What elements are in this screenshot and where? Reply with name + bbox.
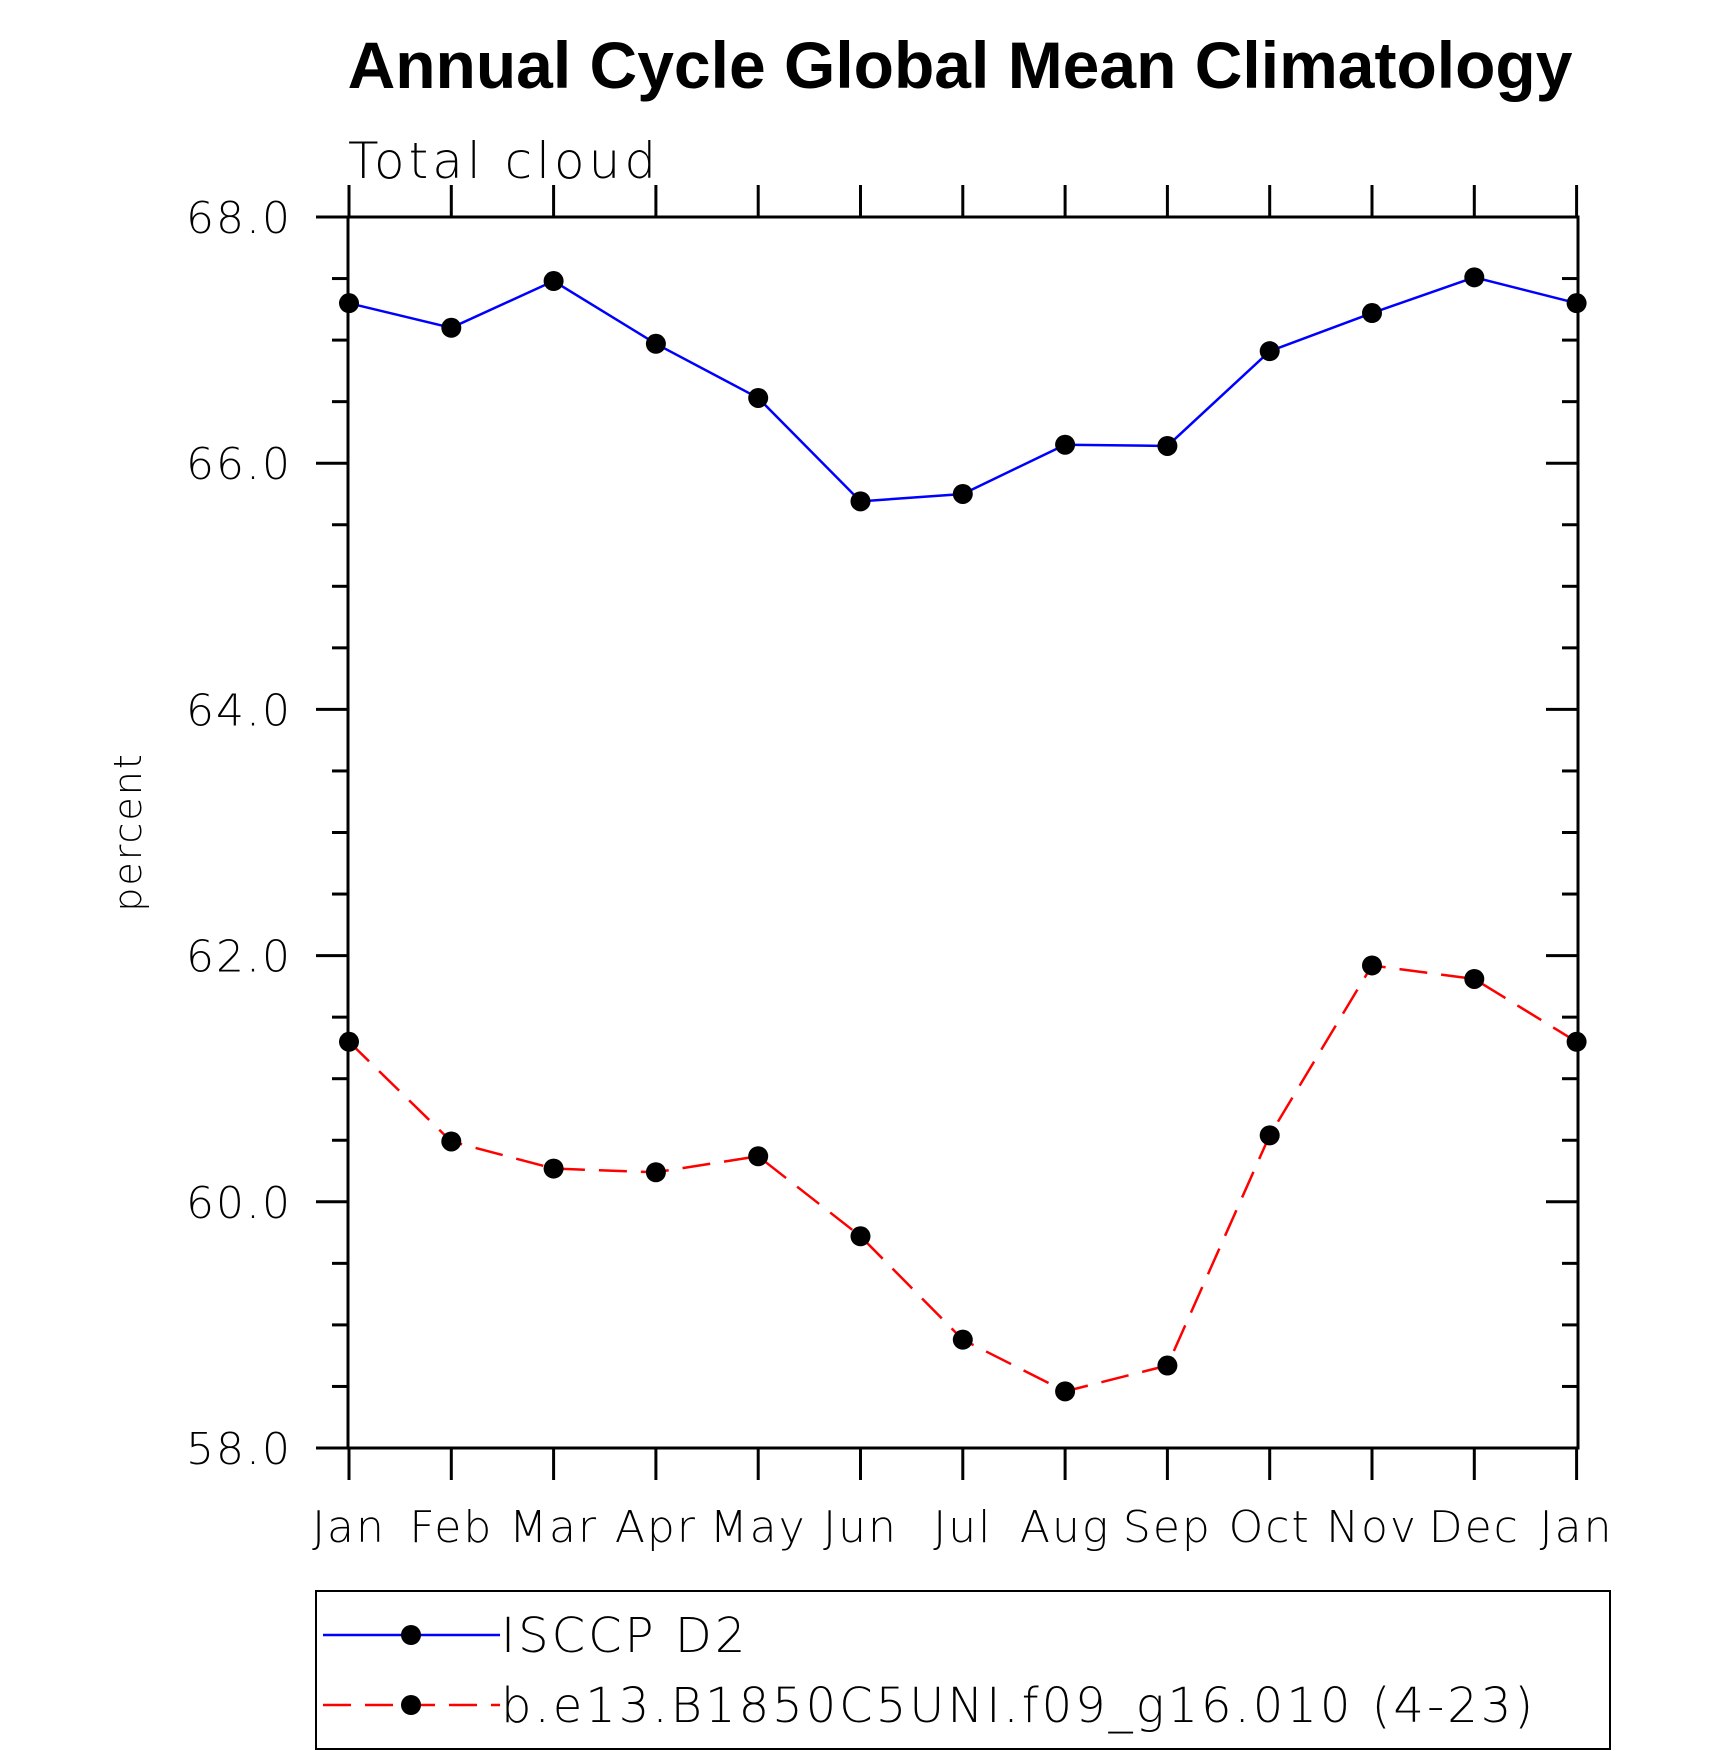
series-1-point xyxy=(1566,1031,1587,1052)
series-1-point xyxy=(952,1329,973,1350)
series-0-point xyxy=(1362,303,1382,324)
series-1-point xyxy=(1362,955,1382,976)
x-tick-label: Dec xyxy=(1429,1502,1520,1553)
y-tick-label: 62.0 xyxy=(186,932,292,983)
y-tick-label: 64.0 xyxy=(186,685,292,736)
y-axis-label: percent xyxy=(106,752,150,912)
series-0-point xyxy=(1566,293,1587,314)
series-line-1 xyxy=(348,964,1578,1393)
x-tick-label: Jul xyxy=(933,1502,992,1553)
series-1-point xyxy=(850,1226,871,1247)
y-tick-label: 60.0 xyxy=(186,1178,292,1229)
series-1-point xyxy=(1157,1355,1178,1376)
legend-marker-1 xyxy=(401,1695,421,1715)
legend-label-0: ISCCP D2 xyxy=(501,1608,748,1664)
legend-frame xyxy=(315,1590,1611,1750)
series-0-point xyxy=(645,333,666,354)
series-0-point xyxy=(1259,341,1280,362)
chart-subtitle: Total cloud xyxy=(348,132,660,190)
series-layer xyxy=(339,267,1587,1402)
x-tick-label: Sep xyxy=(1123,1502,1212,1553)
series-1-point xyxy=(645,1162,666,1183)
series-1-point xyxy=(543,1158,564,1179)
x-tick-label: Apr xyxy=(615,1502,697,1553)
y-tick-label: 66.0 xyxy=(186,439,292,490)
series-0-point xyxy=(1055,434,1076,455)
series-0-point xyxy=(1464,267,1485,288)
x-tick-label: Aug xyxy=(1020,1502,1110,1553)
series-1-point xyxy=(339,1031,359,1052)
chart-title: Annual Cycle Global Mean Climatology xyxy=(348,28,1573,102)
legend-label-1: b.e13.B1850C5UNI.f09_g16.010 (4-23) xyxy=(501,1678,1536,1734)
series-1-point xyxy=(1464,968,1485,989)
series-0-point xyxy=(441,317,462,338)
x-tick-label: Nov xyxy=(1326,1502,1418,1553)
series-1-point xyxy=(748,1146,769,1167)
x-ticks: Jan Feb Mar Apr May Jun Jul Aug Sep Oct Nov Dec Jan xyxy=(312,185,1614,1553)
x-tick-label: Oct xyxy=(1229,1502,1311,1553)
x-tick-label: Feb xyxy=(409,1502,493,1553)
series-0-point xyxy=(1157,435,1178,456)
x-tick-label: May xyxy=(710,1502,807,1553)
series-0-point xyxy=(543,271,564,292)
series-1-point xyxy=(441,1131,462,1152)
plot-frame xyxy=(346,215,1580,1450)
legend: ISCCP D2 b.e13.B1850C5UNI.f09_g16.010 (4-… xyxy=(315,1590,1611,1750)
y-tick-label: 68.0 xyxy=(186,193,292,244)
legend-items: ISCCP D2 b.e13.B1850C5UNI.f09_g16.010 (4-… xyxy=(323,1608,1536,1734)
series-0-point xyxy=(748,387,769,408)
x-tick-label: Jun xyxy=(823,1502,898,1553)
legend-marker-0 xyxy=(401,1625,421,1645)
series-0-point xyxy=(339,293,359,314)
y-tick-label: 58.0 xyxy=(186,1424,292,1475)
x-tick-label: Jan xyxy=(1540,1502,1614,1553)
series-line-0 xyxy=(348,276,1577,503)
series-1-point xyxy=(1055,1381,1076,1402)
x-tick-label: Mar xyxy=(509,1502,598,1553)
series-0-point xyxy=(952,483,973,504)
x-tick-label: Jan xyxy=(312,1502,386,1553)
series-0-point xyxy=(850,491,871,512)
y-ticks: 58.0 60.0 62.0 64.0 66.0 68.0 xyxy=(186,193,1578,1475)
series-1-point xyxy=(1259,1125,1280,1146)
